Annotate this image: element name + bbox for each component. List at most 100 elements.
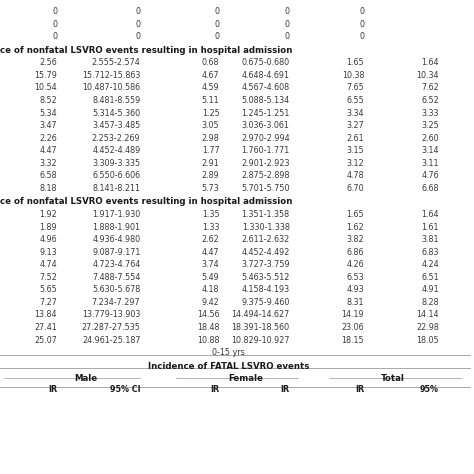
Text: 4.93: 4.93 <box>346 285 365 294</box>
Text: 3.47: 3.47 <box>39 121 57 130</box>
Text: 9.375-9.460: 9.375-9.460 <box>241 298 290 307</box>
Text: 9.087-9.171: 9.087-9.171 <box>92 247 140 256</box>
Text: 27.287-27.535: 27.287-27.535 <box>82 323 140 332</box>
Text: 5.088-5.134: 5.088-5.134 <box>242 96 290 105</box>
Text: ce of nonfatal LSVRO events resulting in hospital admission: ce of nonfatal LSVRO events resulting in… <box>0 197 292 206</box>
Text: 0-15 yrs: 0-15 yrs <box>212 348 245 357</box>
Text: 4.91: 4.91 <box>421 285 439 294</box>
Text: 4.96: 4.96 <box>39 235 57 244</box>
Text: 3.14: 3.14 <box>421 146 439 155</box>
Text: 3.309-3.335: 3.309-3.335 <box>92 159 140 168</box>
Text: 6.53: 6.53 <box>346 273 365 282</box>
Text: 4.452-4.489: 4.452-4.489 <box>92 146 140 155</box>
Text: 0.68: 0.68 <box>202 58 219 67</box>
Text: 5.65: 5.65 <box>39 285 57 294</box>
Text: 5.73: 5.73 <box>202 184 219 193</box>
Text: 25.07: 25.07 <box>34 336 57 345</box>
Text: 3.25: 3.25 <box>421 121 439 130</box>
Text: 9.42: 9.42 <box>202 298 219 307</box>
Text: 0: 0 <box>285 32 290 41</box>
Text: 6.51: 6.51 <box>421 273 439 282</box>
Text: 4.59: 4.59 <box>202 83 219 92</box>
Text: 4.723-4.764: 4.723-4.764 <box>92 260 140 269</box>
Text: IR: IR <box>281 385 290 394</box>
Text: 5.49: 5.49 <box>202 273 219 282</box>
Text: 1.77: 1.77 <box>202 146 219 155</box>
Text: 18.05: 18.05 <box>416 336 439 345</box>
Text: 3.036-3.061: 3.036-3.061 <box>242 121 290 130</box>
Text: 15.712-15.863: 15.712-15.863 <box>82 71 140 80</box>
Text: 2.611-2.632: 2.611-2.632 <box>241 235 290 244</box>
Text: 0: 0 <box>136 20 140 28</box>
Text: 8.481-8.559: 8.481-8.559 <box>92 96 140 105</box>
Text: 10.38: 10.38 <box>342 71 365 80</box>
Text: ce of nonfatal LSVRO events resulting in hospital admission: ce of nonfatal LSVRO events resulting in… <box>0 46 292 55</box>
Text: Total: Total <box>381 374 405 383</box>
Text: 3.33: 3.33 <box>421 109 439 118</box>
Text: 0: 0 <box>285 20 290 28</box>
Text: 6.58: 6.58 <box>39 171 57 180</box>
Text: 1.65: 1.65 <box>346 210 365 219</box>
Text: 6.86: 6.86 <box>347 247 365 256</box>
Text: 22.98: 22.98 <box>416 323 439 332</box>
Text: Female: Female <box>228 374 263 383</box>
Text: 1.917-1.930: 1.917-1.930 <box>92 210 140 219</box>
Text: 7.65: 7.65 <box>346 83 365 92</box>
Text: 10.88: 10.88 <box>197 336 219 345</box>
Text: 4.648-4.691: 4.648-4.691 <box>242 71 290 80</box>
Text: 1.760-1.771: 1.760-1.771 <box>241 146 290 155</box>
Text: 3.12: 3.12 <box>346 159 365 168</box>
Text: 1.89: 1.89 <box>39 222 57 231</box>
Text: 10.829-10.927: 10.829-10.927 <box>231 336 290 345</box>
Text: 3.05: 3.05 <box>202 121 219 130</box>
Text: 2.91: 2.91 <box>202 159 219 168</box>
Text: 4.567-4.608: 4.567-4.608 <box>242 83 290 92</box>
Text: 18.48: 18.48 <box>197 323 219 332</box>
Text: 3.727-3.759: 3.727-3.759 <box>241 260 290 269</box>
Text: 1.351-1.358: 1.351-1.358 <box>242 210 290 219</box>
Text: 4.936-4.980: 4.936-4.980 <box>92 235 140 244</box>
Text: 7.234-7.297: 7.234-7.297 <box>92 298 140 307</box>
Text: 8.52: 8.52 <box>39 96 57 105</box>
Text: 3.32: 3.32 <box>39 159 57 168</box>
Text: 6.55: 6.55 <box>346 96 365 105</box>
Text: 2.60: 2.60 <box>421 134 439 143</box>
Text: 2.253-2.269: 2.253-2.269 <box>92 134 140 143</box>
Text: 0: 0 <box>136 7 140 16</box>
Text: Male: Male <box>74 374 97 383</box>
Text: 1.25: 1.25 <box>202 109 219 118</box>
Text: 3.81: 3.81 <box>421 235 439 244</box>
Text: 5.34: 5.34 <box>39 109 57 118</box>
Text: 2.61: 2.61 <box>346 134 365 143</box>
Text: 0: 0 <box>359 32 365 41</box>
Text: 5.314-5.360: 5.314-5.360 <box>92 109 140 118</box>
Text: 5.463-5.512: 5.463-5.512 <box>241 273 290 282</box>
Text: 3.74: 3.74 <box>202 260 219 269</box>
Text: 4.76: 4.76 <box>421 171 439 180</box>
Text: 2.62: 2.62 <box>202 235 219 244</box>
Text: 23.06: 23.06 <box>342 323 365 332</box>
Text: 5.11: 5.11 <box>202 96 219 105</box>
Text: IR: IR <box>355 385 365 394</box>
Text: 14.494-14.627: 14.494-14.627 <box>231 310 290 319</box>
Text: 2.970-2.994: 2.970-2.994 <box>241 134 290 143</box>
Text: IR: IR <box>210 385 219 394</box>
Text: 2.875-2.898: 2.875-2.898 <box>241 171 290 180</box>
Text: 2.26: 2.26 <box>39 134 57 143</box>
Text: IR: IR <box>48 385 57 394</box>
Text: 15.79: 15.79 <box>34 71 57 80</box>
Text: 0: 0 <box>285 7 290 16</box>
Text: 0: 0 <box>214 7 219 16</box>
Text: 0: 0 <box>52 32 57 41</box>
Text: 3.15: 3.15 <box>346 146 365 155</box>
Text: 4.452-4.492: 4.452-4.492 <box>241 247 290 256</box>
Text: 0: 0 <box>136 32 140 41</box>
Text: 27.41: 27.41 <box>34 323 57 332</box>
Text: 3.11: 3.11 <box>421 159 439 168</box>
Text: 6.52: 6.52 <box>421 96 439 105</box>
Text: 24.961-25.187: 24.961-25.187 <box>82 336 140 345</box>
Text: 8.141-8.211: 8.141-8.211 <box>92 184 140 193</box>
Text: 5.630-5.678: 5.630-5.678 <box>92 285 140 294</box>
Text: 13.779-13.903: 13.779-13.903 <box>82 310 140 319</box>
Text: 6.550-6.606: 6.550-6.606 <box>92 171 140 180</box>
